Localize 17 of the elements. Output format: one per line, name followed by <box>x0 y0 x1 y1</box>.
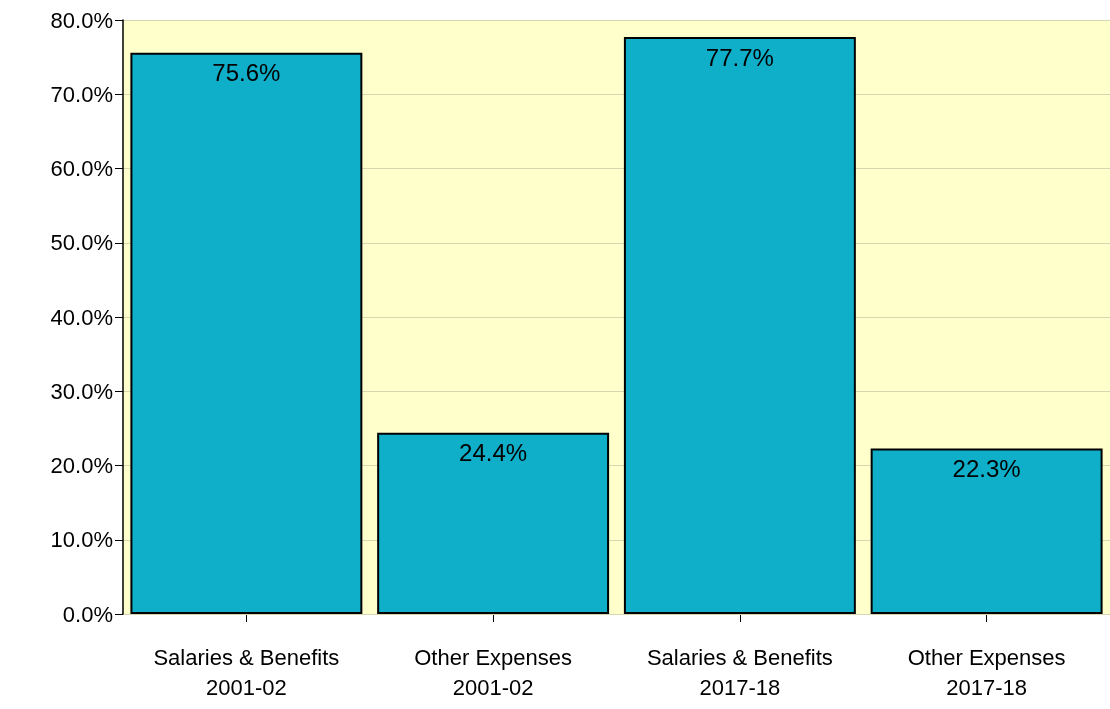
y-tick-label: 30.0% <box>50 378 113 404</box>
x-tick-label: Other Expenses 2001-02 <box>414 644 572 700</box>
data-label: 77.7% <box>705 43 774 71</box>
data-label: 24.4% <box>459 439 528 467</box>
x-tick-label: Salaries & Benefits 2001-02 <box>153 644 340 700</box>
y-tick-label: 50.0% <box>50 230 113 256</box>
y-tick-label: 10.0% <box>50 527 113 553</box>
y-tick-label: 0.0% <box>62 601 113 627</box>
y-tick-label: 80.0% <box>50 7 113 33</box>
data-label: 22.3% <box>952 454 1021 482</box>
y-tick-label: 60.0% <box>50 156 113 181</box>
data-label: 75.6% <box>212 59 281 87</box>
y-tick-label: 20.0% <box>50 453 113 478</box>
y-tick-label: 40.0% <box>50 304 113 330</box>
x-tick-label: Other Expenses 2017-18 <box>907 644 1066 700</box>
y-tick-label: 70.0% <box>50 81 113 107</box>
x-tick-label: Salaries & Benefits 2017-18 <box>646 644 833 700</box>
